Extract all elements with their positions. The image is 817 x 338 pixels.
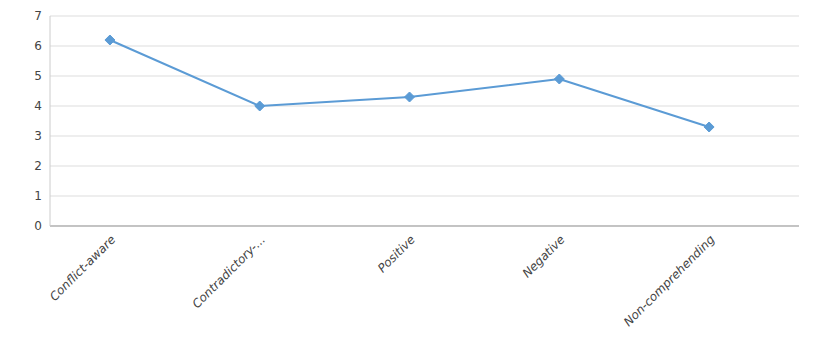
marker — [405, 92, 415, 102]
chart: 0 1 2 3 4 5 6 7 Conflict-aware Contradictory-... P… — [0, 0, 817, 338]
y-tick-label: 7 — [34, 9, 42, 23]
y-tick-label: 5 — [34, 69, 42, 83]
grid-line — [50, 46, 799, 47]
grid-line — [50, 136, 799, 137]
marker — [554, 74, 564, 84]
y-tick-label: 0 — [34, 219, 42, 233]
x-tick-label: Contradictory-... — [189, 232, 268, 311]
x-tick-label: Non-comprehending — [621, 232, 718, 329]
y-tick-label: 6 — [34, 39, 42, 53]
grid-line — [50, 196, 799, 197]
x-axis-line — [50, 226, 799, 227]
background — [0, 0, 817, 338]
y-axis: 0 1 2 3 4 5 6 7 — [34, 9, 799, 233]
marker — [255, 101, 265, 111]
y-tick-label: 2 — [34, 159, 42, 173]
y-tick-label: 3 — [34, 129, 42, 143]
line — [110, 40, 709, 127]
y-axis-line — [50, 16, 51, 226]
y-tick-label: 1 — [34, 189, 42, 203]
x-tick-label: Conflict-aware — [47, 232, 118, 303]
grid-line — [50, 226, 799, 227]
grid-line — [50, 76, 799, 77]
grid-line — [50, 166, 799, 167]
x-tick-label: Positive — [375, 232, 418, 275]
y-tick-label: 4 — [34, 99, 42, 113]
marker — [704, 122, 714, 132]
x-axis: Conflict-aware Contradictory-... Positive N… — [47, 232, 718, 329]
marker — [105, 35, 115, 45]
x-tick-label: Negative — [520, 232, 568, 280]
grid-line — [50, 16, 799, 17]
plot-area — [105, 35, 714, 132]
grid-line — [50, 106, 799, 107]
